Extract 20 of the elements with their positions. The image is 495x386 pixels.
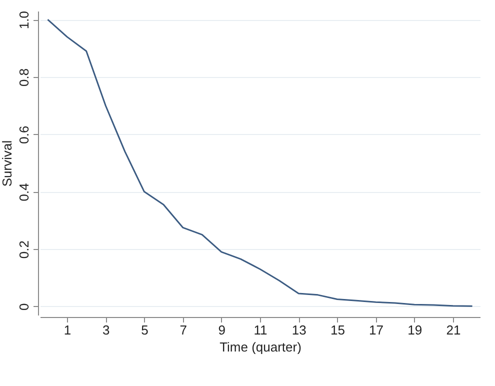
x-tick-label: 9 bbox=[218, 322, 226, 338]
x-tick-label: 3 bbox=[102, 322, 110, 338]
x-axis-title: Time (quarter) bbox=[220, 340, 302, 354]
x-tick-label: 5 bbox=[141, 322, 148, 338]
x-tick-label: 15 bbox=[330, 322, 345, 338]
line-series bbox=[46, 18, 474, 307]
y-tick-label: 0.6 bbox=[16, 126, 32, 144]
y-tick-label: 0.8 bbox=[16, 68, 32, 86]
x-tick-label: 19 bbox=[408, 322, 422, 338]
x-tick-label: 13 bbox=[292, 322, 306, 338]
y-tick-label: 1.0 bbox=[16, 11, 32, 30]
x-tick-label: 1 bbox=[64, 322, 72, 338]
y-axis-title: Survival bbox=[0, 140, 14, 187]
x-tick-label: 21 bbox=[446, 322, 461, 338]
y-tick-label: 0.4 bbox=[16, 183, 32, 202]
x-tick-label: 17 bbox=[369, 322, 384, 338]
y-tick-label: 0 bbox=[16, 303, 32, 311]
x-tick-label: 7 bbox=[180, 322, 187, 338]
x-tick-label: 11 bbox=[254, 322, 268, 338]
y-tick-label: 0.2 bbox=[16, 240, 32, 259]
